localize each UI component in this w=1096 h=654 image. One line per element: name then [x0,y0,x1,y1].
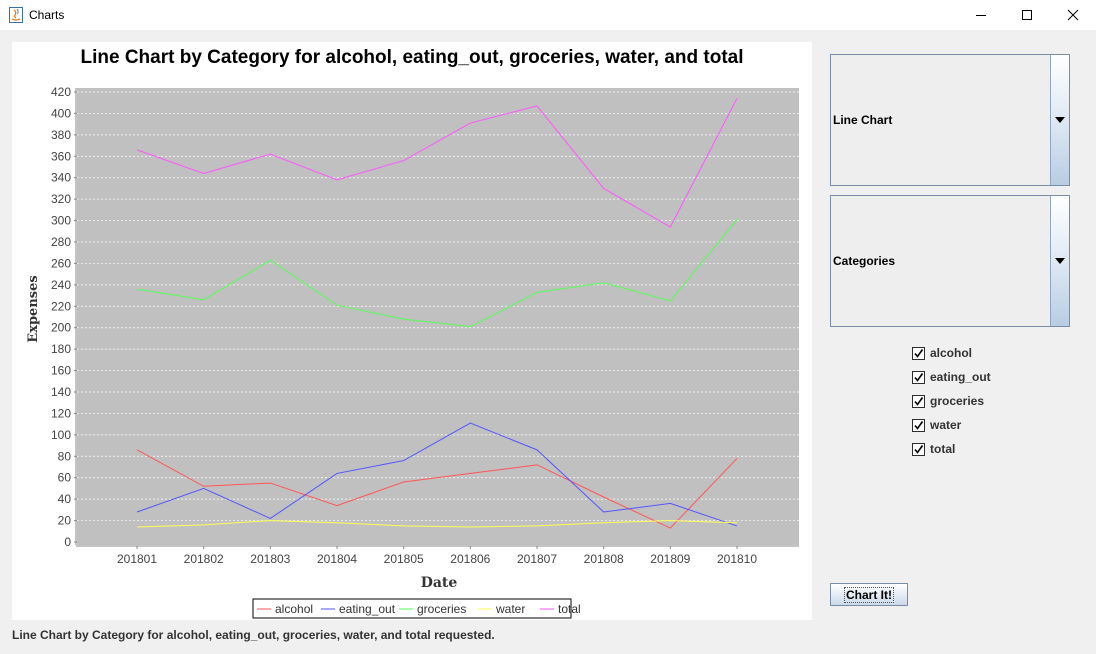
x-tick-label: 201806 [450,552,490,566]
y-tick-label: 340 [51,171,71,185]
chart-type-select[interactable]: Line Chart [830,54,1070,186]
chart-type-dropdown-arrow[interactable] [1050,55,1069,185]
close-icon [1067,9,1079,21]
y-axis-label: Expenses [26,275,41,342]
y-tick-label: 60 [58,471,72,485]
status-text: Line Chart by Category for alcohol, eati… [12,628,495,642]
x-tick-label: 201809 [650,552,690,566]
check-icon [914,396,924,406]
chart-type-value: Line Chart [833,113,893,127]
chevron-down-icon [1055,117,1065,123]
y-tick-label: 280 [51,235,71,249]
grouping-value: Categories [833,254,896,268]
y-tick-label: 120 [51,406,71,420]
y-tick-label: 200 [51,321,71,335]
minimize-icon [976,15,986,16]
legend-label: groceries [417,602,466,616]
y-tick-label: 220 [51,299,71,313]
checkbox-label: groceries [930,394,985,408]
checkbox-label: eating_out [930,370,991,384]
legend-label: eating_out [339,602,396,616]
legend-label: water [495,602,525,616]
check-icon [914,420,924,430]
y-tick-label: 40 [58,492,72,506]
y-tick-label: 100 [51,428,71,442]
check-icon [914,444,924,454]
x-tick-label: 201808 [584,552,624,566]
checkbox-eating-out[interactable]: eating_out [912,369,991,385]
window-title: Charts [29,8,65,22]
maximize-icon [1022,10,1032,20]
chart-it-button[interactable]: Chart It! [830,583,908,606]
checkbox-box[interactable] [912,370,925,384]
grouping-dropdown-arrow[interactable] [1050,196,1069,326]
checkbox-box[interactable] [912,418,925,432]
gridlines [77,91,799,521]
line-chart: Line Chart by Category for alcohol, eati… [26,47,799,619]
y-tick-label: 140 [51,385,71,399]
y-tick-label: 260 [51,256,71,270]
plot-area [77,88,799,545]
series-line-water [136,520,738,528]
legend: alcohol eating_out groceries water total [252,598,581,619]
x-tick-label: 201801 [117,552,157,566]
series-line-alcohol [136,449,738,529]
checkbox-groceries[interactable]: groceries [912,393,984,409]
check-icon [914,372,924,382]
x-tick-label: 201805 [384,552,424,566]
check-icon [914,348,924,358]
y-tick-label: 320 [51,192,71,206]
x-tick-label: 201807 [517,552,557,566]
chart-panel: Line Chart by Category for alcohol, eati… [12,42,812,620]
x-tick-label: 201802 [184,552,224,566]
chart-it-button-label: Chart It! [844,586,894,603]
x-tick-label: 201803 [250,552,290,566]
axes: 0 20 40 60 80 100 120 140 160 180 200 220 240 260 280 3… [51,85,799,566]
checkbox-box[interactable] [912,346,925,360]
checkbox-total[interactable]: total [912,441,955,457]
series-line-groceries [136,219,738,328]
checkbox-label: total [930,442,956,456]
y-tick-label: 240 [51,278,71,292]
grouping-select[interactable]: Categories [830,195,1070,327]
checkbox-water[interactable]: water [912,417,961,433]
y-tick-label: 300 [51,214,71,228]
legend-label: total [558,602,581,616]
checkbox-label: alcohol [930,346,973,360]
checkbox-box[interactable] [912,442,925,456]
y-tick-label: 420 [51,85,71,99]
checkbox-alcohol[interactable]: alcohol [912,345,972,361]
series-lines [136,98,738,529]
window-titlebar: Charts [0,0,1096,30]
java-app-icon [9,7,23,23]
series-line-total [136,98,738,228]
legend-label: alcohol [275,602,313,616]
checkbox-box[interactable] [912,394,925,408]
chevron-down-icon [1055,258,1065,264]
chart-title: Line Chart by Category for alcohol, eati… [80,47,743,68]
checkbox-label: water [930,418,962,432]
minimize-button[interactable] [958,0,1004,30]
y-tick-label: 180 [51,342,71,356]
y-tick-label: 20 [58,514,72,528]
x-tick-label: 201810 [717,552,757,566]
y-tick-label: 380 [51,128,71,142]
series-line-eating-out [136,422,738,527]
y-tick-label: 160 [51,364,71,378]
y-tick-label: 360 [51,149,71,163]
y-tick-label: 400 [51,106,71,120]
close-button[interactable] [1050,0,1096,30]
maximize-button[interactable] [1004,0,1050,30]
y-tick-label: 80 [58,449,72,463]
x-tick-label: 201804 [317,552,357,566]
y-tick-label: 0 [64,535,71,549]
x-axis-label: Date [421,575,458,591]
